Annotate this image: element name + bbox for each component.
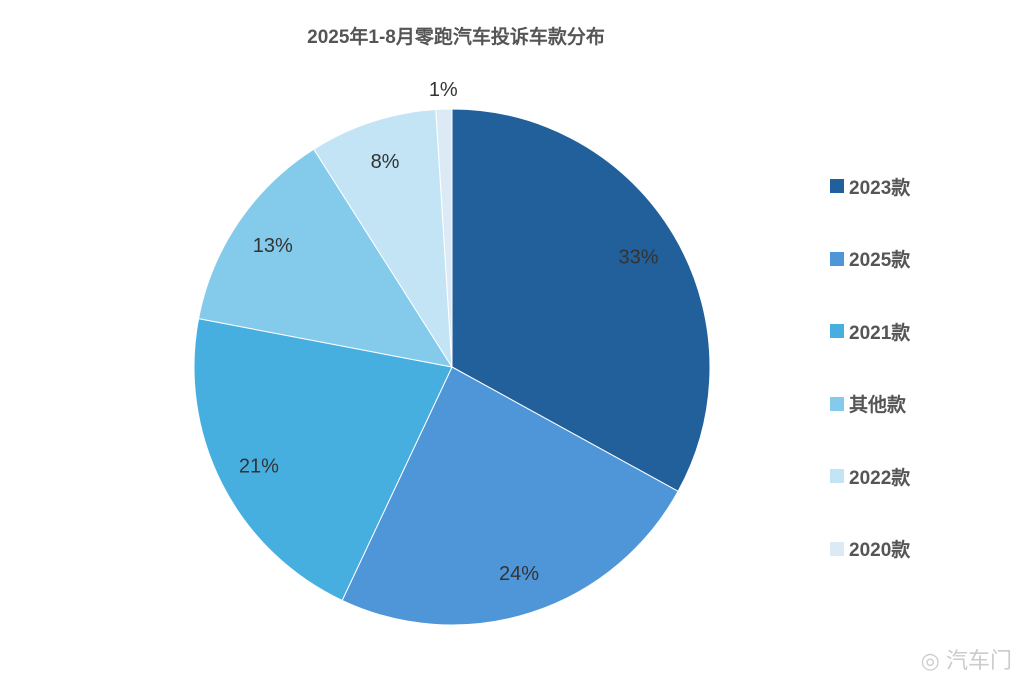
pie-slice-2020款	[435, 108, 453, 368]
legend-label: 2025款	[849, 250, 911, 271]
pie-slice-2021款	[193, 318, 453, 602]
legend-item: 2020款	[830, 537, 910, 561]
legend-item: 2023款	[830, 174, 911, 199]
chart-title: 2025年1-8月零跑汽车投诉车款分布	[307, 27, 605, 48]
legend-label: 2023款	[849, 177, 911, 199]
legend-label: 2022款	[849, 467, 911, 489]
pie-slice-2025款	[341, 366, 679, 626]
legend-swatch	[830, 251, 844, 266]
data-label: 21%	[239, 455, 279, 477]
pie-slice-2023款	[451, 108, 711, 492]
legend-swatch	[830, 541, 844, 556]
legend-swatch	[830, 396, 844, 411]
watermark: ◎ 汽车门	[920, 648, 1012, 673]
legend-item: 其他款	[830, 392, 910, 416]
weibo-icon: ◎	[920, 648, 946, 673]
pie-slice-2022款	[313, 108, 453, 368]
legend-label: 其他款	[849, 395, 907, 416]
legend-item: 2022款	[830, 464, 911, 489]
legend-item: 2025款	[830, 247, 910, 271]
data-label: 8%	[371, 151, 400, 173]
data-label: 1%	[429, 79, 458, 101]
legend-label: 2020款	[849, 540, 911, 561]
legend-item: 2021款	[830, 319, 911, 344]
legend-swatch	[830, 469, 844, 483]
pie-slice-其他款	[197, 148, 454, 368]
data-label: 24%	[499, 563, 539, 585]
legend-swatch	[830, 324, 844, 338]
legend-label: 2021款	[849, 322, 911, 344]
data-label: 13%	[253, 235, 293, 257]
legend-swatch	[830, 179, 844, 193]
legend: 2023款 2025款 2021款其他款 2022款 2020款	[830, 174, 910, 609]
data-label: 33%	[619, 247, 659, 269]
